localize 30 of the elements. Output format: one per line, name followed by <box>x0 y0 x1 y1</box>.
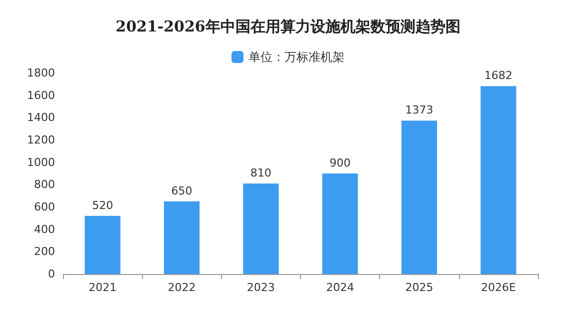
data-label: 1682 <box>484 69 512 82</box>
bar <box>322 174 358 274</box>
x-tick-label: 2023 <box>246 281 275 294</box>
bar <box>401 120 438 274</box>
legend-label: 单位：万标准机架 <box>248 50 344 64</box>
x-tick-label: 2021 <box>88 281 117 294</box>
bar <box>480 86 516 274</box>
y-tick-label: 800 <box>34 178 55 192</box>
x-tick-label: 2025 <box>405 281 434 294</box>
bar <box>243 184 279 274</box>
data-label: 520 <box>92 198 114 212</box>
data-label: 1373 <box>405 104 434 117</box>
x-tick-label: 2024 <box>326 281 354 294</box>
y-tick-label: 1000 <box>27 156 55 169</box>
bar <box>84 216 120 274</box>
chart-title: 2021-2026年中国在用算力设施机架数预测趋势图 <box>116 18 460 36</box>
y-tick-label: 1200 <box>27 134 55 146</box>
bar <box>164 201 200 274</box>
x-tick-label: 2022 <box>168 281 196 294</box>
y-tick-label: 0 <box>48 268 55 280</box>
data-label: 650 <box>171 184 192 198</box>
x-tick-label: 2026E <box>480 281 516 294</box>
y-tick-label: 1800 <box>27 66 55 80</box>
y-tick-label: 200 <box>34 245 55 258</box>
y-tick-label: 600 <box>34 200 55 214</box>
data-label: 810 <box>250 166 272 180</box>
y-tick-label: 400 <box>34 222 55 236</box>
y-tick-label: 1400 <box>27 111 55 124</box>
y-tick-label: 1600 <box>27 88 55 102</box>
data-label: 900 <box>330 156 351 170</box>
